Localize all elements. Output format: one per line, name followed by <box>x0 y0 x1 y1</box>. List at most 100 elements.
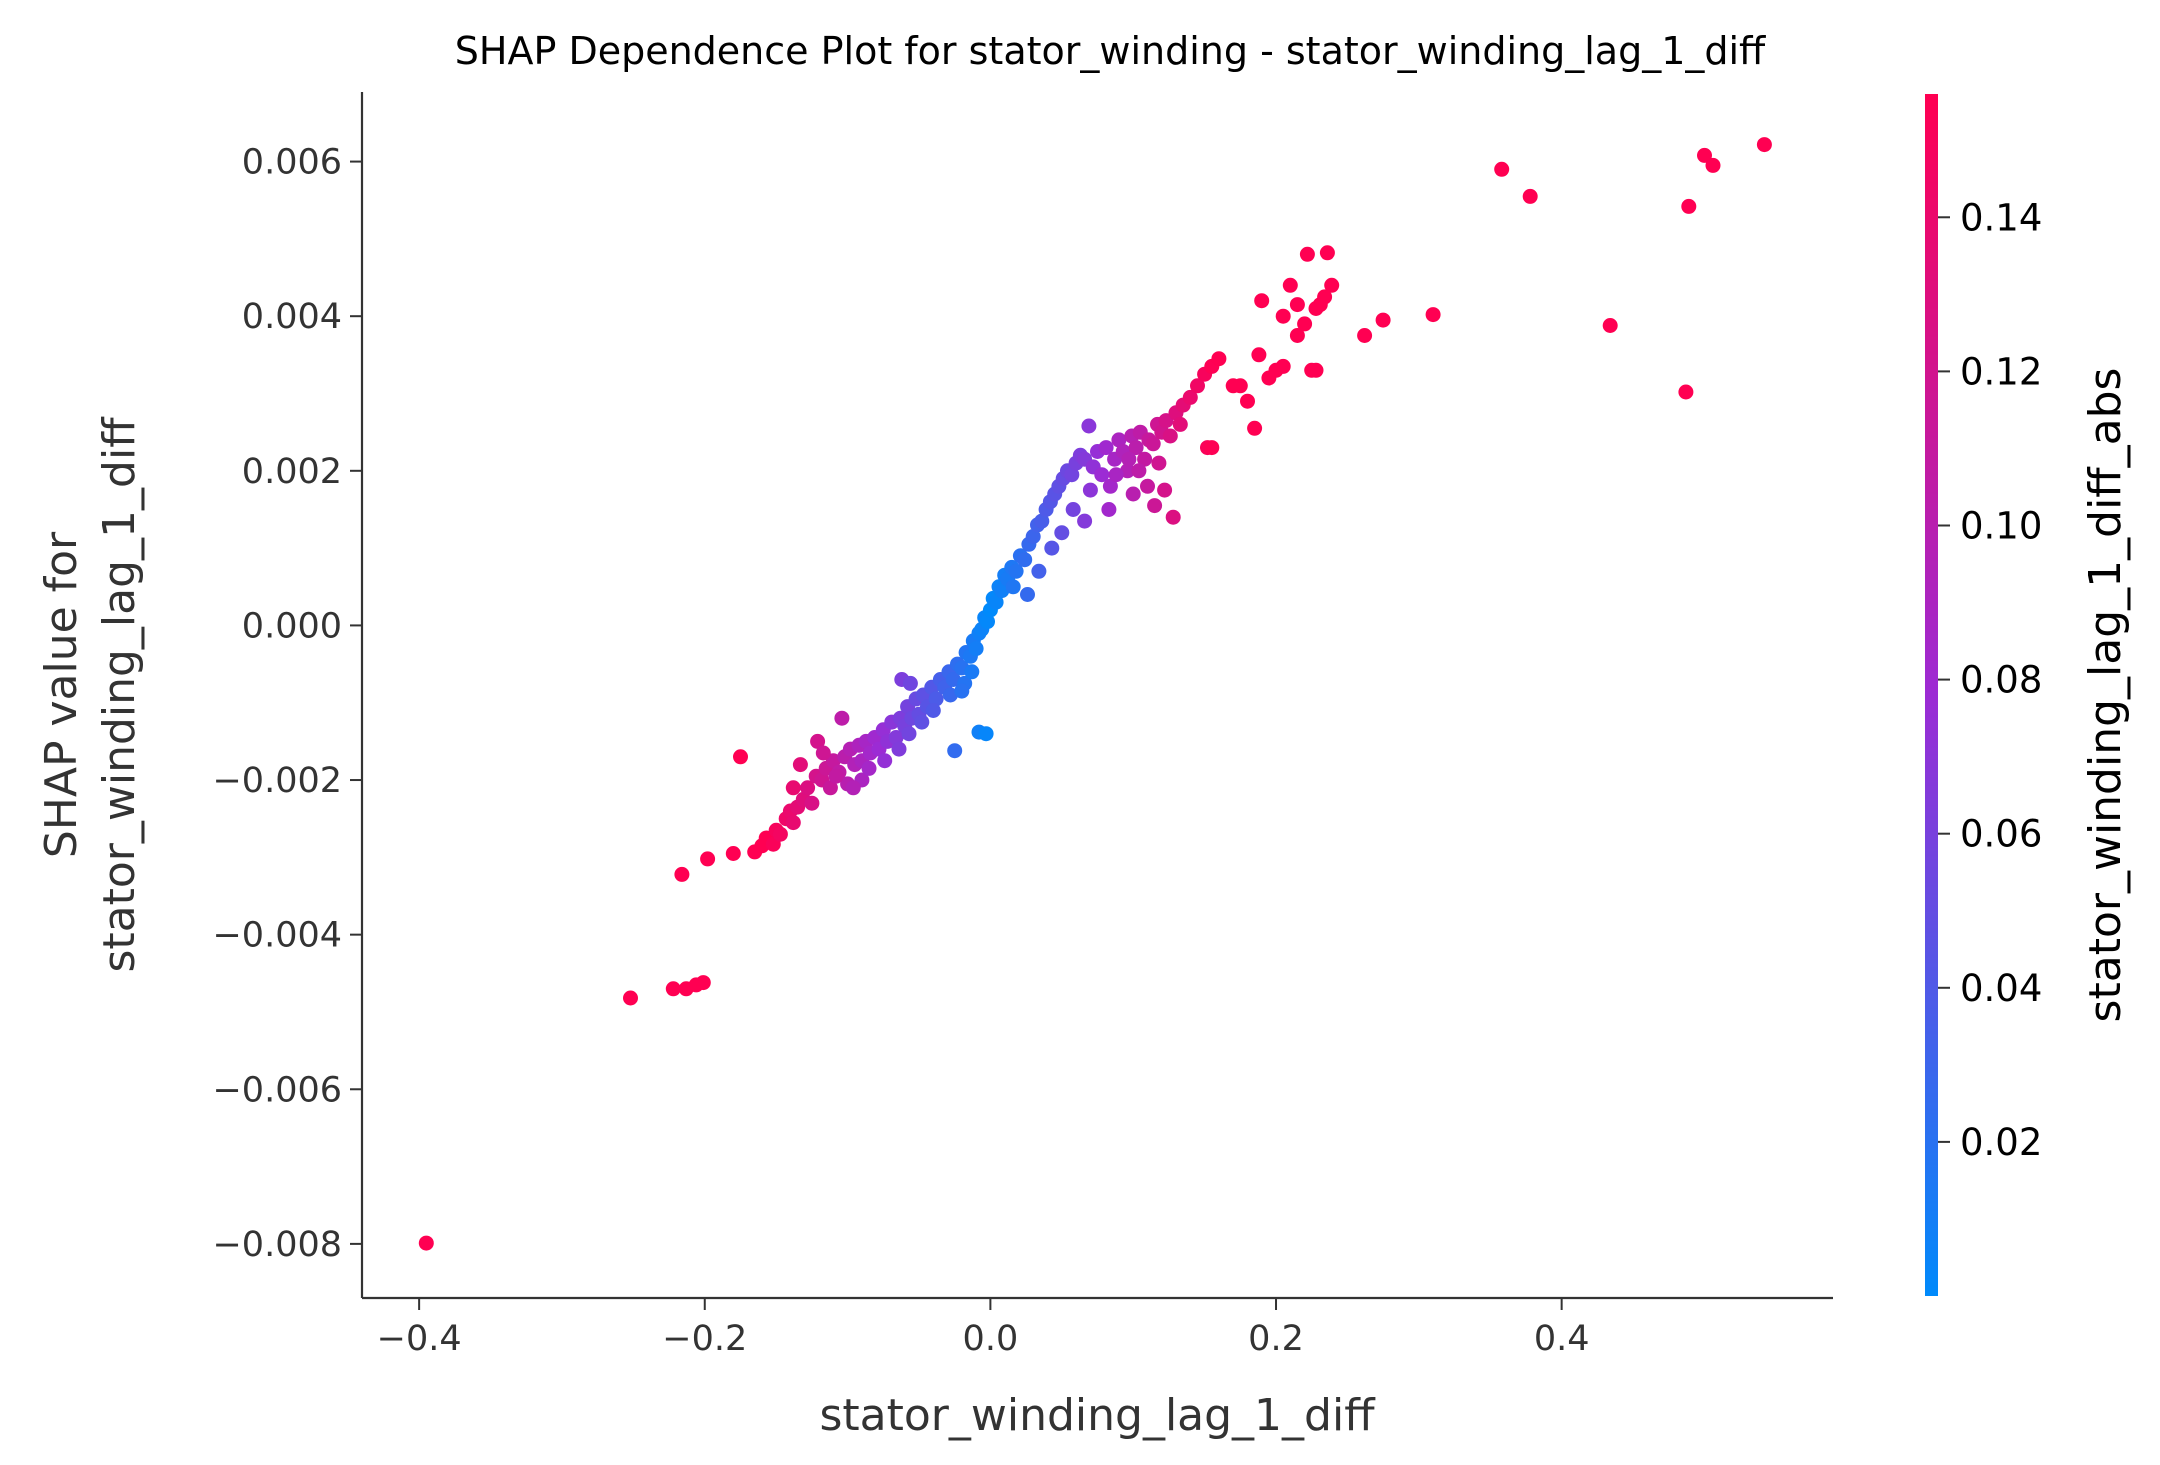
scatter-point <box>1522 188 1538 204</box>
scatter-point <box>1151 455 1167 471</box>
scatter-point <box>1077 513 1093 529</box>
scatter-point <box>1102 478 1118 494</box>
x-tick-label: 0.4 <box>1534 1319 1590 1359</box>
y-axis-label-line1: SHAP value for <box>36 531 87 858</box>
scatter-point <box>902 675 918 691</box>
colorbar-tick-label: 0.04 <box>1960 967 2042 1010</box>
scatter-point <box>994 583 1010 599</box>
scatter-point <box>877 753 893 769</box>
colorbar-tick-label: 0.02 <box>1960 1121 2042 1164</box>
scatter-point <box>1017 552 1033 568</box>
scatter-point <box>1254 293 1270 309</box>
y-tick-label: 0.000 <box>242 606 342 646</box>
scatter-point <box>1375 312 1391 328</box>
scatter-point <box>822 780 838 796</box>
x-tick-label: 0.0 <box>963 1319 1019 1359</box>
scatter-point <box>1031 563 1047 579</box>
scatter-point <box>978 726 994 742</box>
scatter-point <box>1025 529 1041 544</box>
scatter-point <box>954 683 970 699</box>
scatter-point <box>1289 297 1305 313</box>
colorbar-tick-label: 0.08 <box>1960 659 2042 702</box>
scatter-point <box>674 866 690 882</box>
scatter-point <box>772 826 788 842</box>
scatter-point <box>1098 440 1114 456</box>
scatter-point <box>785 815 801 831</box>
chart-title: SHAP Dependence Plot for stator_winding … <box>455 29 1766 73</box>
scatter-point <box>1120 463 1135 479</box>
x-axis-ticks: −0.4 −0.2 0.0 0.2 0.4 <box>377 1298 1590 1359</box>
scatter-point <box>1128 440 1144 456</box>
colorbar-ticks: 0.02 0.04 0.06 0.08 0.10 0.12 0.14 <box>1938 196 2042 1164</box>
scatter-point <box>1275 308 1291 324</box>
scatter-point <box>1125 486 1141 502</box>
colorbar-tick-label: 0.14 <box>1960 196 2042 239</box>
scatter-point <box>968 641 984 657</box>
scatter-point <box>1678 384 1694 400</box>
scatter-point <box>1211 351 1227 367</box>
scatter-point <box>1317 289 1333 305</box>
scatter-point <box>1324 277 1340 293</box>
scatter-point <box>665 981 681 997</box>
scatter-point <box>1282 277 1298 293</box>
scatter-point <box>1094 467 1110 483</box>
scatter-point <box>980 614 995 630</box>
y-tick-label: −0.002 <box>212 761 342 801</box>
colorbar-tick-label: 0.12 <box>1960 350 2042 393</box>
scatter-point <box>1145 436 1161 452</box>
scatter-point <box>800 780 816 796</box>
scatter-point <box>1131 463 1147 479</box>
scatter-point <box>1425 307 1441 323</box>
scatter-point <box>1299 246 1315 262</box>
scatter-point <box>942 687 958 703</box>
x-tick-label: −0.4 <box>377 1319 462 1359</box>
scatter-point <box>1140 478 1155 494</box>
scatter-point <box>1081 418 1097 434</box>
scatter-point <box>845 780 861 796</box>
y-tick-label: −0.008 <box>212 1225 342 1265</box>
scatter-point <box>1232 378 1248 394</box>
scatter-point <box>733 749 748 765</box>
scatter-point <box>901 726 917 742</box>
scatter-point <box>1756 137 1772 153</box>
scatter-point <box>1121 451 1137 467</box>
y-tick-label: −0.006 <box>212 1070 342 1110</box>
scatter-point <box>1681 198 1697 214</box>
scatter-point <box>1005 579 1021 595</box>
colorbar-tick-label: 0.06 <box>1960 813 2042 856</box>
y-axis-label-line2: stator_winding_lag_1_diff <box>94 416 145 973</box>
scatter-point <box>1602 318 1618 333</box>
y-tick-label: −0.004 <box>212 916 342 956</box>
scatter-point <box>861 760 877 776</box>
scatter-point <box>815 745 831 761</box>
scatter-point <box>1204 440 1220 456</box>
scatter-point <box>1182 389 1198 405</box>
scatter-point <box>891 741 907 757</box>
y-tick-label: 0.006 <box>242 143 342 183</box>
scatter-point <box>1034 513 1050 529</box>
scatter-point <box>792 757 808 773</box>
scatter-point <box>1065 502 1081 517</box>
scatter-point <box>1101 502 1117 517</box>
scatter-point <box>1157 482 1173 498</box>
scatter-point <box>925 703 941 718</box>
x-tick-label: −0.2 <box>662 1319 747 1359</box>
scatter-point <box>988 594 1004 610</box>
scatter-point <box>1064 467 1080 483</box>
scatter-point <box>418 1235 434 1251</box>
scatter-point <box>695 975 711 991</box>
scatter-point <box>1705 157 1721 173</box>
scatter-point <box>1697 147 1712 163</box>
scatter-point <box>1147 498 1163 514</box>
scatter-point <box>1275 358 1291 374</box>
scatter-point <box>964 664 980 680</box>
scatter-point <box>834 710 850 726</box>
scatter-point <box>1054 525 1070 541</box>
scatter-point <box>1162 428 1178 444</box>
scatter-point <box>1240 393 1255 409</box>
scatter-point <box>1319 245 1335 261</box>
scatter-point <box>1247 420 1263 436</box>
scatter-point <box>1251 347 1267 363</box>
y-tick-label: 0.002 <box>242 452 342 492</box>
